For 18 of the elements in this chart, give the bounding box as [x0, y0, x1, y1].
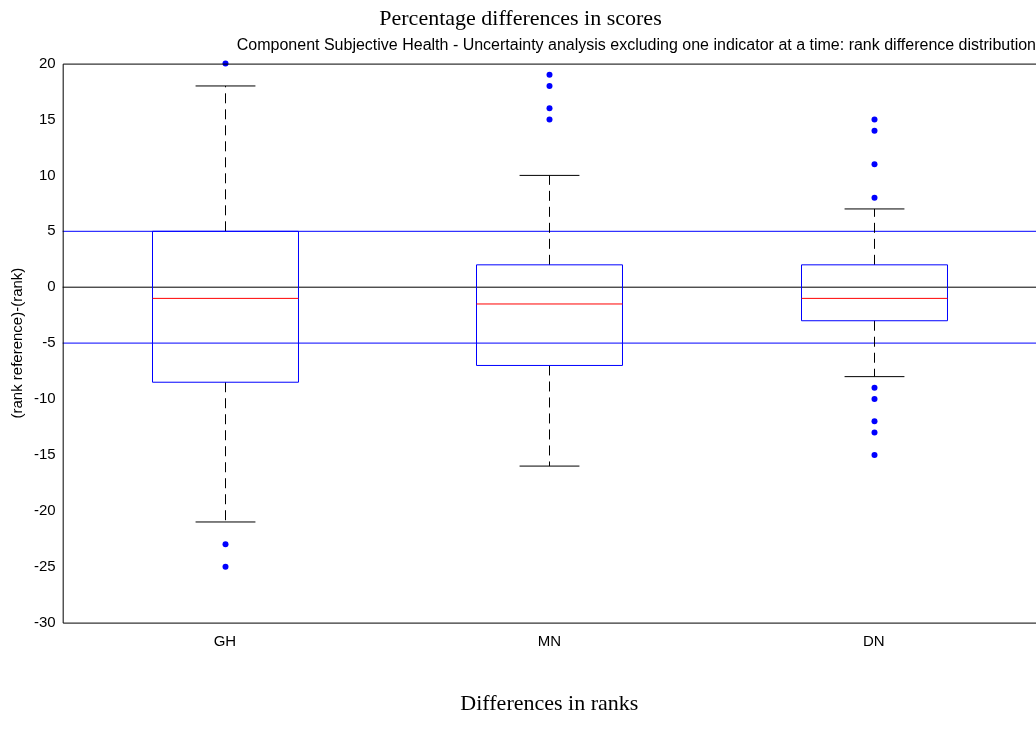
y-tick-label: -15 — [33, 445, 56, 463]
y-tick-label: 10 — [38, 165, 56, 183]
y-tick-label: 0 — [47, 277, 56, 295]
chart-subtitle: Component Subjective Health - Uncertainty analysis excluding one indicator at a time: rank difference distribution — [236, 36, 1036, 54]
y-tick-label: 20 — [38, 53, 56, 71]
x-axis-title: Differences in ranks — [460, 689, 639, 715]
y-tick-label: -30 — [33, 612, 56, 630]
y-tick-label: -20 — [33, 500, 56, 518]
y-tick-label: -25 — [33, 556, 56, 574]
x-tick-label: GH — [213, 631, 237, 649]
y-tick-label: -5 — [42, 333, 56, 351]
y-tick-label: 5 — [47, 221, 56, 239]
x-tick-label: DN — [862, 631, 885, 649]
x-tick-label: MN — [537, 631, 561, 649]
chart-title: Percentage differences in scores — [379, 4, 662, 30]
y-axis-title: (rank reference)-(rank) — [8, 267, 26, 419]
y-tick-label: -10 — [33, 389, 56, 407]
y-tick-label: 15 — [38, 109, 56, 127]
